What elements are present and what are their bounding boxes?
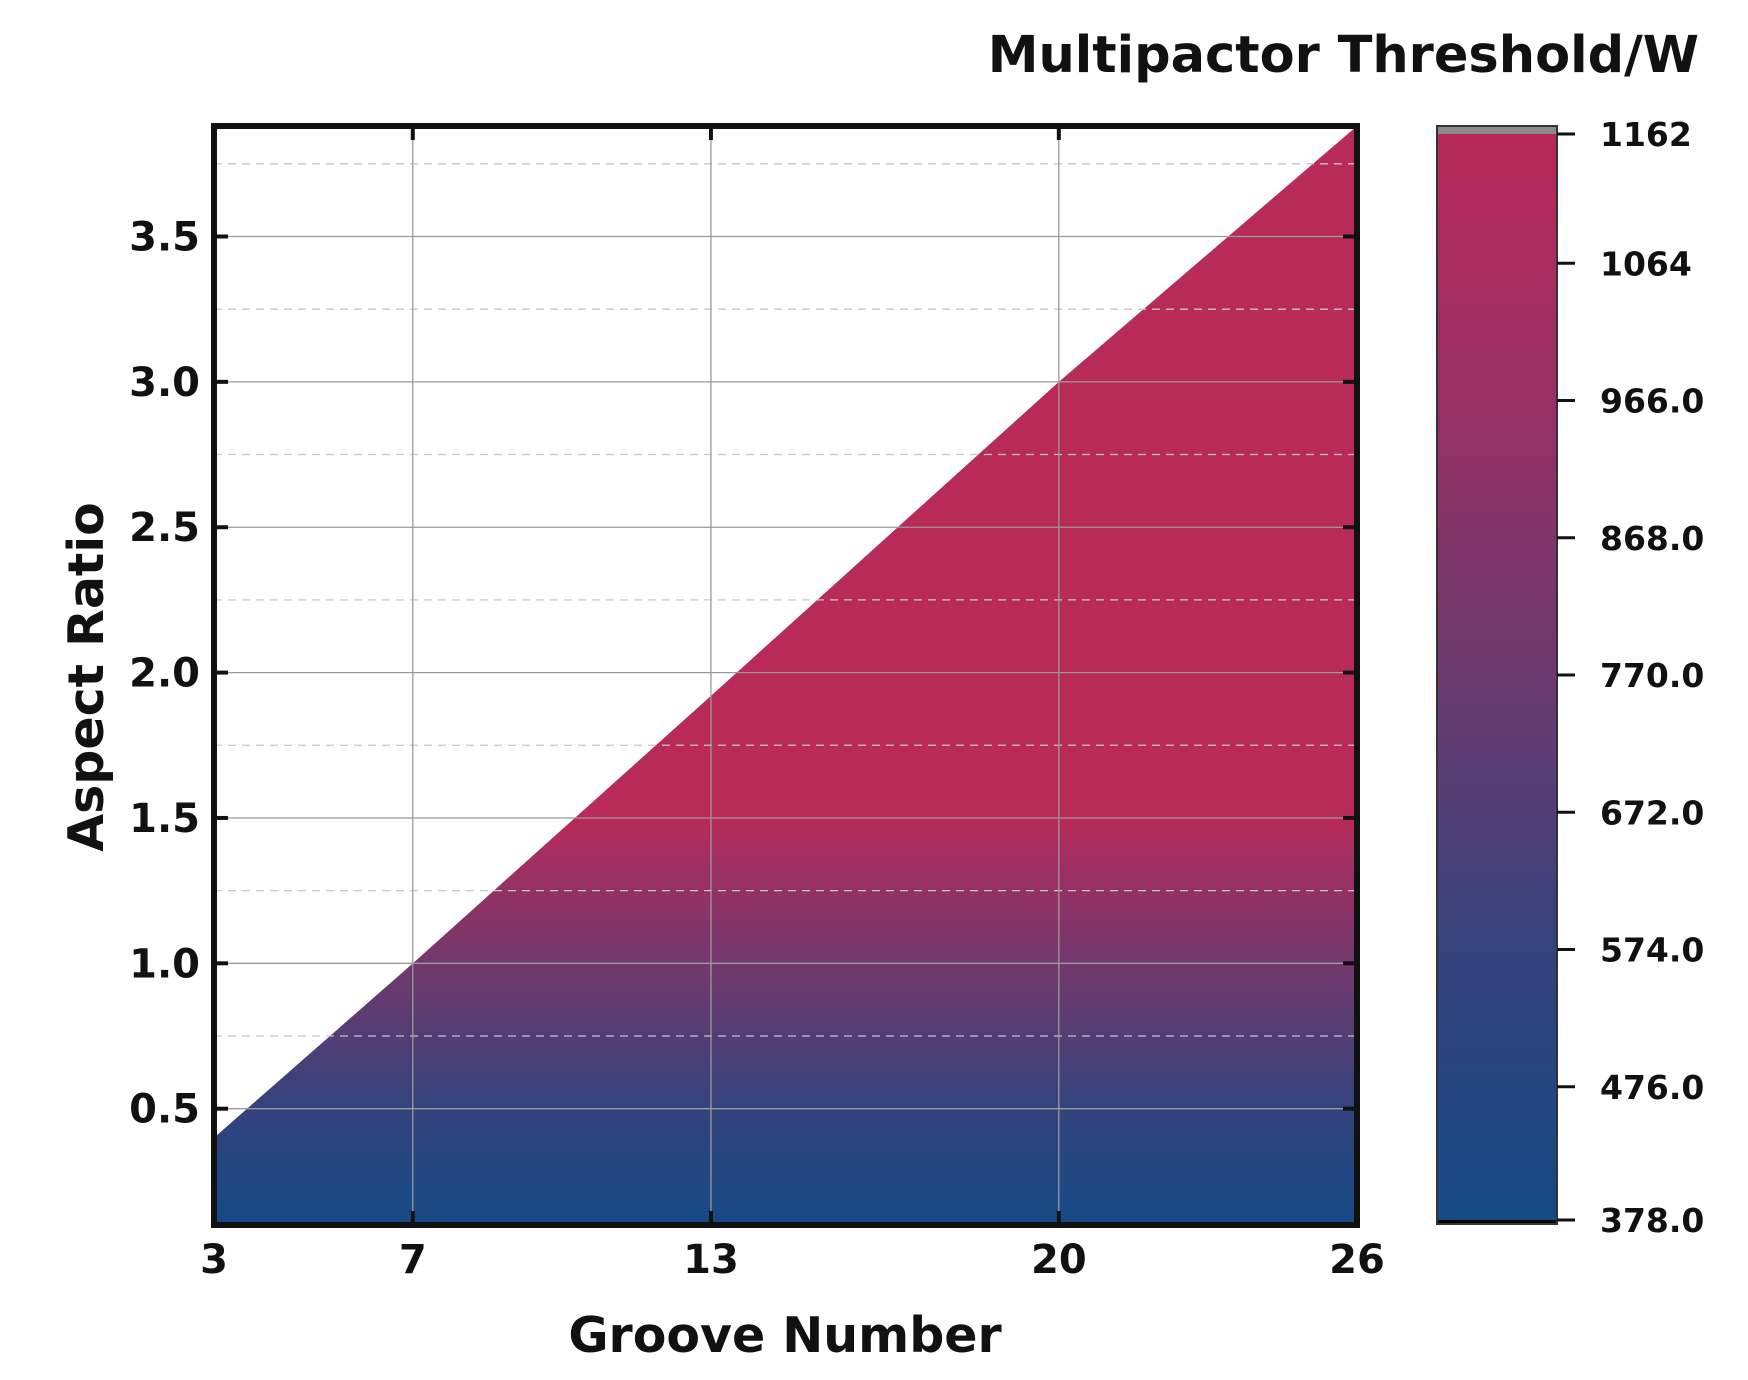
colorbar-top-cap — [1437, 126, 1557, 134]
colorbar-tick-label: 770.0 — [1600, 656, 1704, 695]
colorbar-tick-label: 1064 — [1600, 244, 1692, 283]
heatmap-field — [214, 126, 1357, 1225]
colorbar-tick-label: 1162 — [1600, 115, 1692, 154]
colorbar-bottom-cap — [1437, 1220, 1557, 1225]
y-tick-label: 0.5 — [129, 1087, 200, 1133]
x-tick-label: 3 — [200, 1237, 228, 1283]
y-axis-title: Aspect Ratio — [58, 502, 115, 852]
x-axis-title: Groove Number — [568, 1307, 1002, 1364]
colorbar-title: Multipactor Threshold/W — [988, 26, 1699, 85]
x-tick-label: 13 — [683, 1237, 739, 1283]
plot-frame — [211, 123, 1360, 1228]
x-tick-label: 7 — [399, 1237, 427, 1283]
colorbar-tick-label: 966.0 — [1600, 382, 1704, 421]
colorbar-tick-label: 476.0 — [1600, 1068, 1704, 1107]
y-tick-label: 3.5 — [129, 214, 200, 260]
y-tick-label: 3.0 — [129, 360, 200, 406]
x-tick-label: 26 — [1329, 1237, 1385, 1283]
colorbar-gradient — [1437, 126, 1557, 1224]
x-tick-label: 20 — [1031, 1237, 1087, 1283]
gridlines — [214, 126, 1357, 1225]
colorbar-tick-label: 672.0 — [1600, 793, 1704, 832]
colorbar-tick-label: 868.0 — [1600, 519, 1704, 558]
colorbar-tick-label: 574.0 — [1600, 931, 1704, 970]
y-tick-label: 2.0 — [129, 651, 200, 697]
y-tick-label: 2.5 — [129, 505, 200, 551]
plot-area: 3 7 13 20 26 0.5 1.0 1.5 2.0 2.5 3.0 3.5 — [129, 123, 1385, 1283]
colorbar-tick-label: 378.0 — [1600, 1201, 1704, 1240]
y-tick-label: 1.5 — [129, 796, 200, 842]
y-tick-label: 1.0 — [129, 941, 200, 987]
colorbar: 1162 1064 966.0 868.0 770.0 672.0 574.0 476.0 37… — [1436, 115, 1704, 1240]
